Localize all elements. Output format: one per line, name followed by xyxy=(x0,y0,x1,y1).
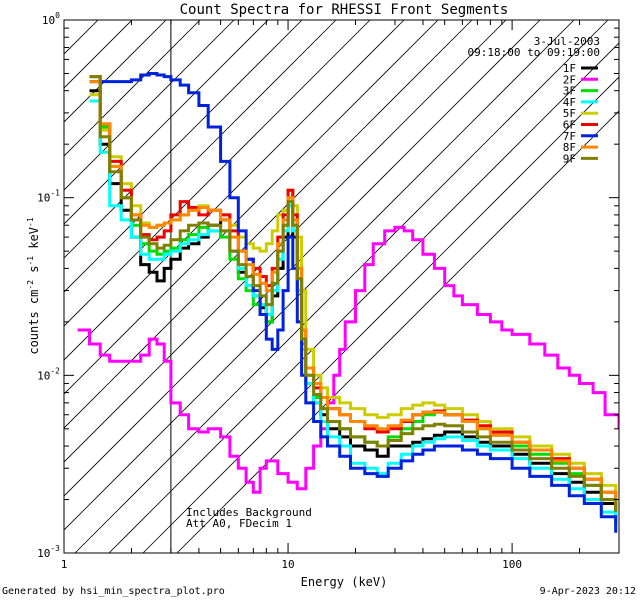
series-line-1F xyxy=(89,89,618,522)
legend-label-4F: 4F xyxy=(563,96,576,109)
hatch-line xyxy=(64,20,337,293)
chart-title: Count Spectra for RHESSI Front Segments xyxy=(180,2,509,18)
series-line-6F xyxy=(89,75,618,508)
hatch-line xyxy=(64,20,167,123)
hatch-line xyxy=(64,20,235,191)
generated-by-text: Generated by hsi_min_spectra_plot.pro xyxy=(2,586,225,597)
x-tick-label: 1 xyxy=(61,558,68,571)
hatch-line xyxy=(64,20,201,157)
hatch-line xyxy=(64,20,269,225)
y-tick-label: 10-3 xyxy=(37,544,60,560)
hatch-line xyxy=(64,20,303,259)
legend-label-2F: 2F xyxy=(563,73,576,86)
hatch-line xyxy=(74,20,609,553)
x-axis-label: Energy (keV) xyxy=(301,575,388,589)
series-line-7F xyxy=(89,72,618,533)
hatch-line xyxy=(142,76,619,553)
hatch-line xyxy=(64,20,371,327)
legend-label-8F: 8F xyxy=(563,141,576,154)
annotation-attenuator: Att A0, FDecim 1 xyxy=(186,517,292,530)
x-tick-label: 100 xyxy=(502,558,522,571)
legend-label-9F: 9F xyxy=(563,152,576,165)
legend-label-6F: 6F xyxy=(563,119,576,132)
hatch-line xyxy=(108,42,619,553)
y-tick-label: 10-1 xyxy=(37,189,60,205)
hatch-line xyxy=(64,20,439,395)
series-line-8F xyxy=(89,80,618,508)
plot-frame xyxy=(63,19,620,554)
hatch-line xyxy=(64,20,507,463)
hatch-line xyxy=(64,20,473,429)
hatch-line xyxy=(64,20,575,531)
hatch-line xyxy=(64,20,99,55)
series-line-9F xyxy=(89,75,618,513)
annotation-background: Includes Background xyxy=(186,506,312,519)
legend-date: 3-Jul-2003 xyxy=(534,35,600,48)
hatch-line xyxy=(64,20,405,361)
hatch-line xyxy=(64,20,133,89)
series-line-5F xyxy=(89,93,618,500)
legend-label-1F: 1F xyxy=(563,62,576,75)
y-axis-label: counts cm-2 s-1 keV-1 xyxy=(26,217,41,354)
legend-label-5F: 5F xyxy=(563,107,576,120)
timestamp-text: 9-Apr-2023 20:12 xyxy=(540,586,636,597)
legend-time-range: 09:18:00 to 09:19:00 xyxy=(468,46,600,59)
x-tick-label: 10 xyxy=(281,558,294,571)
legend-label-7F: 7F xyxy=(563,130,576,143)
y-tick-label: 10-2 xyxy=(37,366,60,382)
legend-label-3F: 3F xyxy=(563,85,576,98)
y-tick-label: 100 xyxy=(42,11,60,27)
series-line-2F xyxy=(77,225,619,494)
